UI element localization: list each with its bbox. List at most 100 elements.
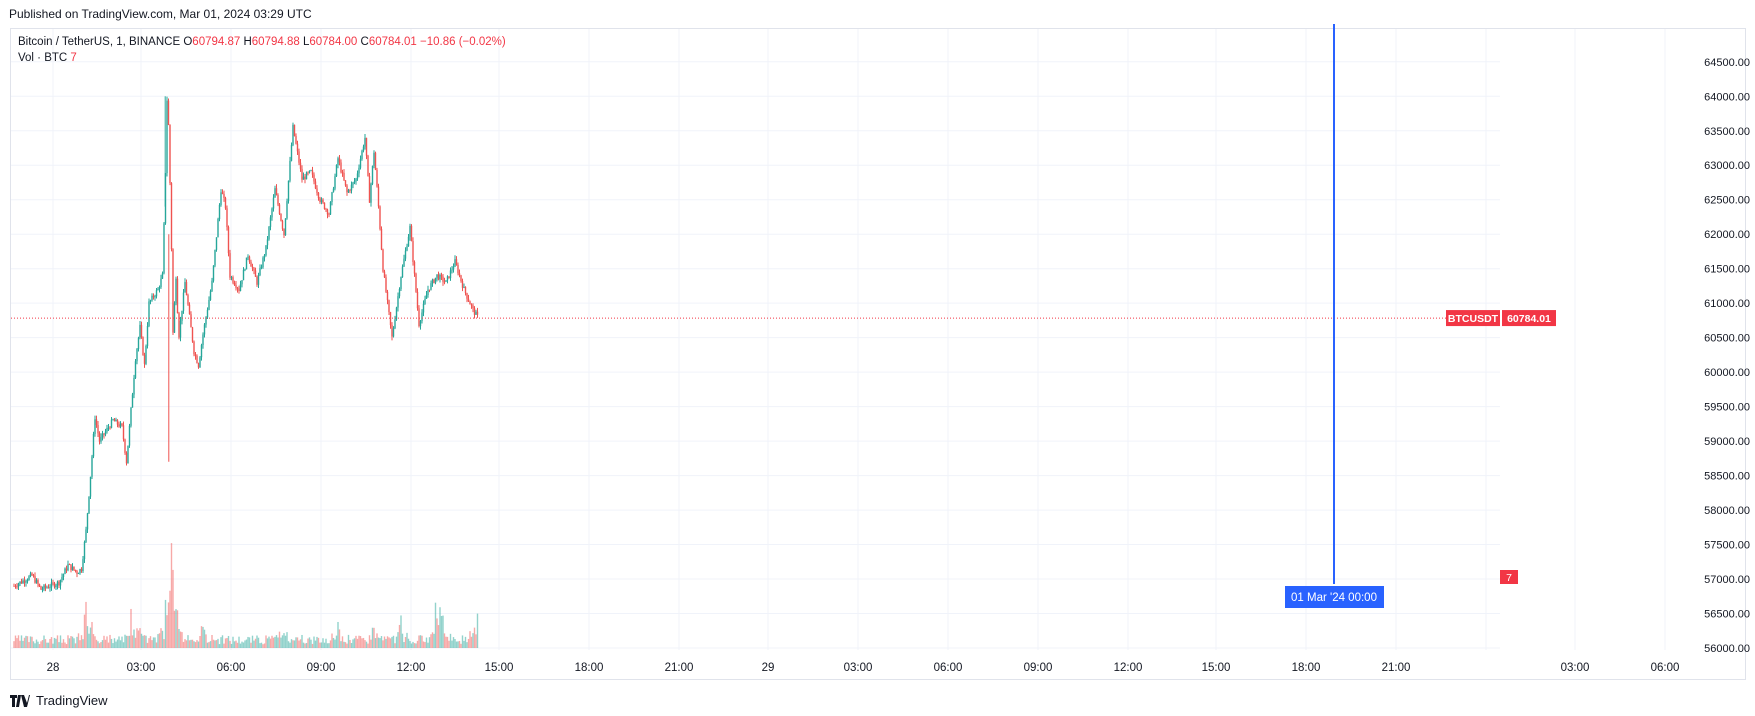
volume-bar xyxy=(301,634,303,648)
volume-bar xyxy=(296,637,299,648)
candle-body xyxy=(140,324,143,338)
candle-body xyxy=(398,288,401,297)
candle-body xyxy=(410,225,413,242)
volume-bar xyxy=(314,640,317,648)
candle-body xyxy=(94,419,96,434)
candle-body xyxy=(316,188,318,193)
volume-bar xyxy=(226,638,228,648)
candle-body xyxy=(302,176,305,180)
candle-body xyxy=(245,257,248,270)
candle-body xyxy=(200,345,203,358)
volume-bar xyxy=(361,638,363,648)
candle-body xyxy=(323,202,326,209)
price-tick-label: 61500.00 xyxy=(1704,264,1750,276)
volume-bar xyxy=(370,639,372,648)
volume-bar xyxy=(457,641,459,648)
chart-frame[interactable] xyxy=(10,28,1746,680)
candle-body xyxy=(46,587,48,589)
volume-bar xyxy=(389,638,392,648)
volume-bar xyxy=(98,643,101,648)
candle-body xyxy=(358,167,360,174)
volume-bar xyxy=(70,636,72,648)
candle-body xyxy=(227,227,230,254)
candle-body xyxy=(440,274,443,277)
volume-bar xyxy=(74,643,77,648)
candle-body xyxy=(118,424,120,427)
candle-body xyxy=(263,255,266,258)
volume-bar xyxy=(394,643,396,648)
candle-body xyxy=(80,569,83,572)
volume-bar xyxy=(451,640,453,648)
candle-body xyxy=(425,295,428,299)
crosshair-time-badge xyxy=(1285,586,1384,608)
volume-bar xyxy=(191,639,194,648)
volume-bar xyxy=(91,621,93,648)
candle-body xyxy=(100,437,102,442)
volume-bar xyxy=(76,636,78,648)
candle-body xyxy=(256,276,258,285)
volume-bar xyxy=(175,609,177,648)
candle-body xyxy=(235,285,237,288)
volume-bar xyxy=(346,643,348,648)
candle-body xyxy=(247,256,249,258)
candle-body xyxy=(317,192,320,199)
volume-bars xyxy=(13,543,479,648)
candle-body xyxy=(254,270,257,277)
candle-body xyxy=(257,275,260,285)
volume-label[interactable]: Vol · BTC xyxy=(18,52,68,64)
candle-body xyxy=(464,286,467,294)
volume-bar xyxy=(290,639,293,648)
candle-body xyxy=(161,273,164,279)
volume-bar xyxy=(109,634,111,648)
volume-bar xyxy=(431,632,434,648)
candle-body xyxy=(389,312,392,326)
candle-body xyxy=(332,188,335,193)
candle-body xyxy=(170,183,173,250)
volume-bar xyxy=(244,640,246,648)
volume-bar xyxy=(128,635,131,648)
volume-bar xyxy=(19,640,21,648)
candle-body xyxy=(199,357,201,368)
footer[interactable]: TradingView xyxy=(10,693,108,708)
candle-body xyxy=(70,564,72,571)
volume-bar xyxy=(82,639,84,648)
volume-bar xyxy=(473,627,476,648)
candle-body xyxy=(448,276,450,279)
volume-bar xyxy=(85,601,87,648)
volume-bar xyxy=(464,636,467,648)
chart-grid xyxy=(11,29,1666,650)
volume-bar xyxy=(271,635,273,648)
volume-bar xyxy=(181,632,183,648)
volume-bar xyxy=(223,643,225,648)
volume-bar xyxy=(254,638,257,648)
candle-body xyxy=(446,276,449,281)
volume-bar xyxy=(388,637,390,648)
last-price-symbol-text: BTCUSDT xyxy=(1448,313,1499,325)
last-price-value-text: 60784.01 xyxy=(1507,313,1551,325)
candle-body xyxy=(133,377,135,395)
price-tick-label: 60000.00 xyxy=(1704,367,1750,379)
volume-bar xyxy=(305,642,308,648)
volume-bar xyxy=(229,640,231,648)
volume-bar xyxy=(253,640,255,648)
volume-bar xyxy=(343,641,345,648)
candle-body xyxy=(433,279,435,283)
volume-bar xyxy=(256,635,258,648)
candle-body xyxy=(424,298,426,304)
volume-bar xyxy=(347,634,350,648)
volume-bar xyxy=(440,615,443,648)
volume-bar xyxy=(391,636,393,648)
volume-bar xyxy=(476,613,479,648)
price-tick-label: 62500.00 xyxy=(1704,195,1750,207)
candle-body xyxy=(418,308,420,327)
candle-body xyxy=(364,137,366,147)
candle-body xyxy=(19,581,21,584)
candle-body xyxy=(338,158,341,163)
price-tick-label: 59000.00 xyxy=(1704,436,1750,448)
candle-body xyxy=(178,313,180,338)
volume-bar xyxy=(298,640,300,648)
candle-body xyxy=(470,304,473,306)
symbol-title[interactable]: Bitcoin / TetherUS, 1, BINANCE xyxy=(18,36,181,48)
candle-body xyxy=(380,228,383,250)
